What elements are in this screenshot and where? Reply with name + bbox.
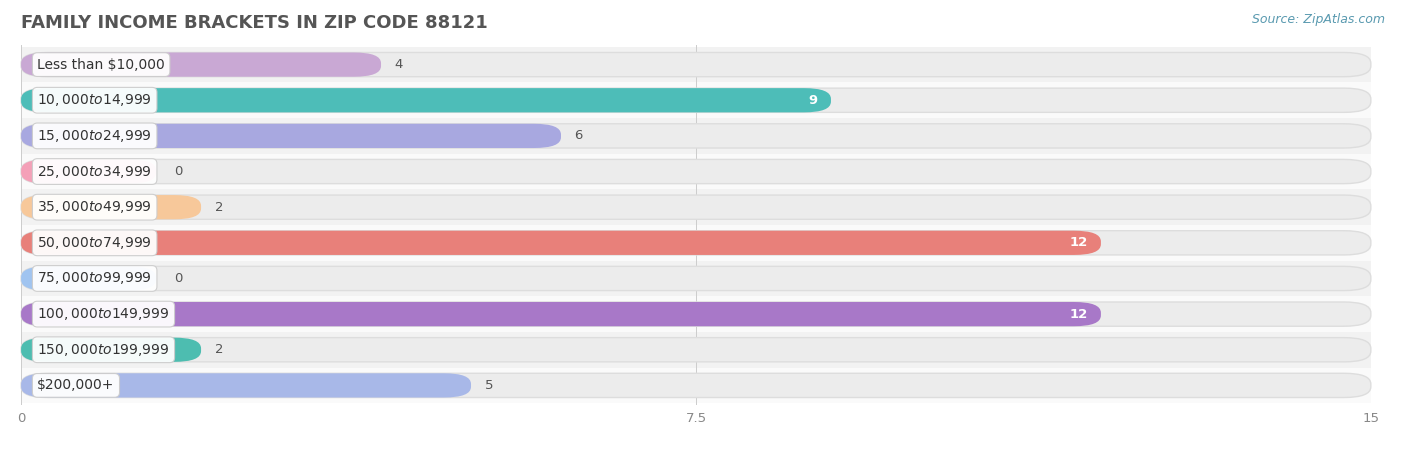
FancyBboxPatch shape [21, 124, 561, 148]
Text: Source: ZipAtlas.com: Source: ZipAtlas.com [1251, 14, 1385, 27]
FancyBboxPatch shape [21, 374, 1371, 397]
Text: FAMILY INCOME BRACKETS IN ZIP CODE 88121: FAMILY INCOME BRACKETS IN ZIP CODE 88121 [21, 14, 488, 32]
Text: $75,000 to $99,999: $75,000 to $99,999 [38, 270, 152, 287]
Text: $200,000+: $200,000+ [38, 378, 115, 392]
Text: $100,000 to $149,999: $100,000 to $149,999 [38, 306, 170, 322]
FancyBboxPatch shape [21, 53, 381, 76]
Text: $35,000 to $49,999: $35,000 to $49,999 [38, 199, 152, 215]
Text: $50,000 to $74,999: $50,000 to $74,999 [38, 235, 152, 251]
FancyBboxPatch shape [21, 266, 1371, 291]
Bar [21, 332, 1371, 368]
FancyBboxPatch shape [21, 266, 156, 291]
FancyBboxPatch shape [21, 124, 1371, 148]
Text: Less than $10,000: Less than $10,000 [38, 58, 165, 72]
FancyBboxPatch shape [21, 231, 1101, 255]
Text: 2: 2 [215, 201, 224, 214]
Text: 12: 12 [1069, 236, 1087, 249]
Text: $150,000 to $199,999: $150,000 to $199,999 [38, 342, 170, 358]
FancyBboxPatch shape [21, 88, 831, 112]
Text: $15,000 to $24,999: $15,000 to $24,999 [38, 128, 152, 144]
FancyBboxPatch shape [21, 338, 201, 362]
FancyBboxPatch shape [21, 374, 471, 397]
Bar [21, 368, 1371, 403]
Text: 6: 6 [575, 130, 583, 142]
Bar [21, 118, 1371, 154]
Bar [21, 261, 1371, 296]
FancyBboxPatch shape [21, 302, 1101, 326]
Text: $10,000 to $14,999: $10,000 to $14,999 [38, 92, 152, 108]
Text: 5: 5 [485, 379, 494, 392]
Bar [21, 225, 1371, 261]
Text: 12: 12 [1069, 308, 1087, 320]
Bar [21, 189, 1371, 225]
FancyBboxPatch shape [21, 195, 201, 219]
FancyBboxPatch shape [21, 159, 1371, 184]
Bar [21, 47, 1371, 82]
FancyBboxPatch shape [21, 88, 1371, 112]
Text: 0: 0 [174, 272, 183, 285]
Bar [21, 82, 1371, 118]
FancyBboxPatch shape [21, 231, 1371, 255]
Text: 0: 0 [174, 165, 183, 178]
FancyBboxPatch shape [21, 159, 156, 184]
FancyBboxPatch shape [21, 338, 1371, 362]
Text: 9: 9 [808, 94, 817, 107]
Text: 4: 4 [395, 58, 404, 71]
Text: 2: 2 [215, 343, 224, 356]
FancyBboxPatch shape [21, 53, 1371, 76]
FancyBboxPatch shape [21, 195, 1371, 219]
FancyBboxPatch shape [21, 302, 1371, 326]
Bar [21, 154, 1371, 189]
Text: $25,000 to $34,999: $25,000 to $34,999 [38, 163, 152, 180]
Bar [21, 296, 1371, 332]
